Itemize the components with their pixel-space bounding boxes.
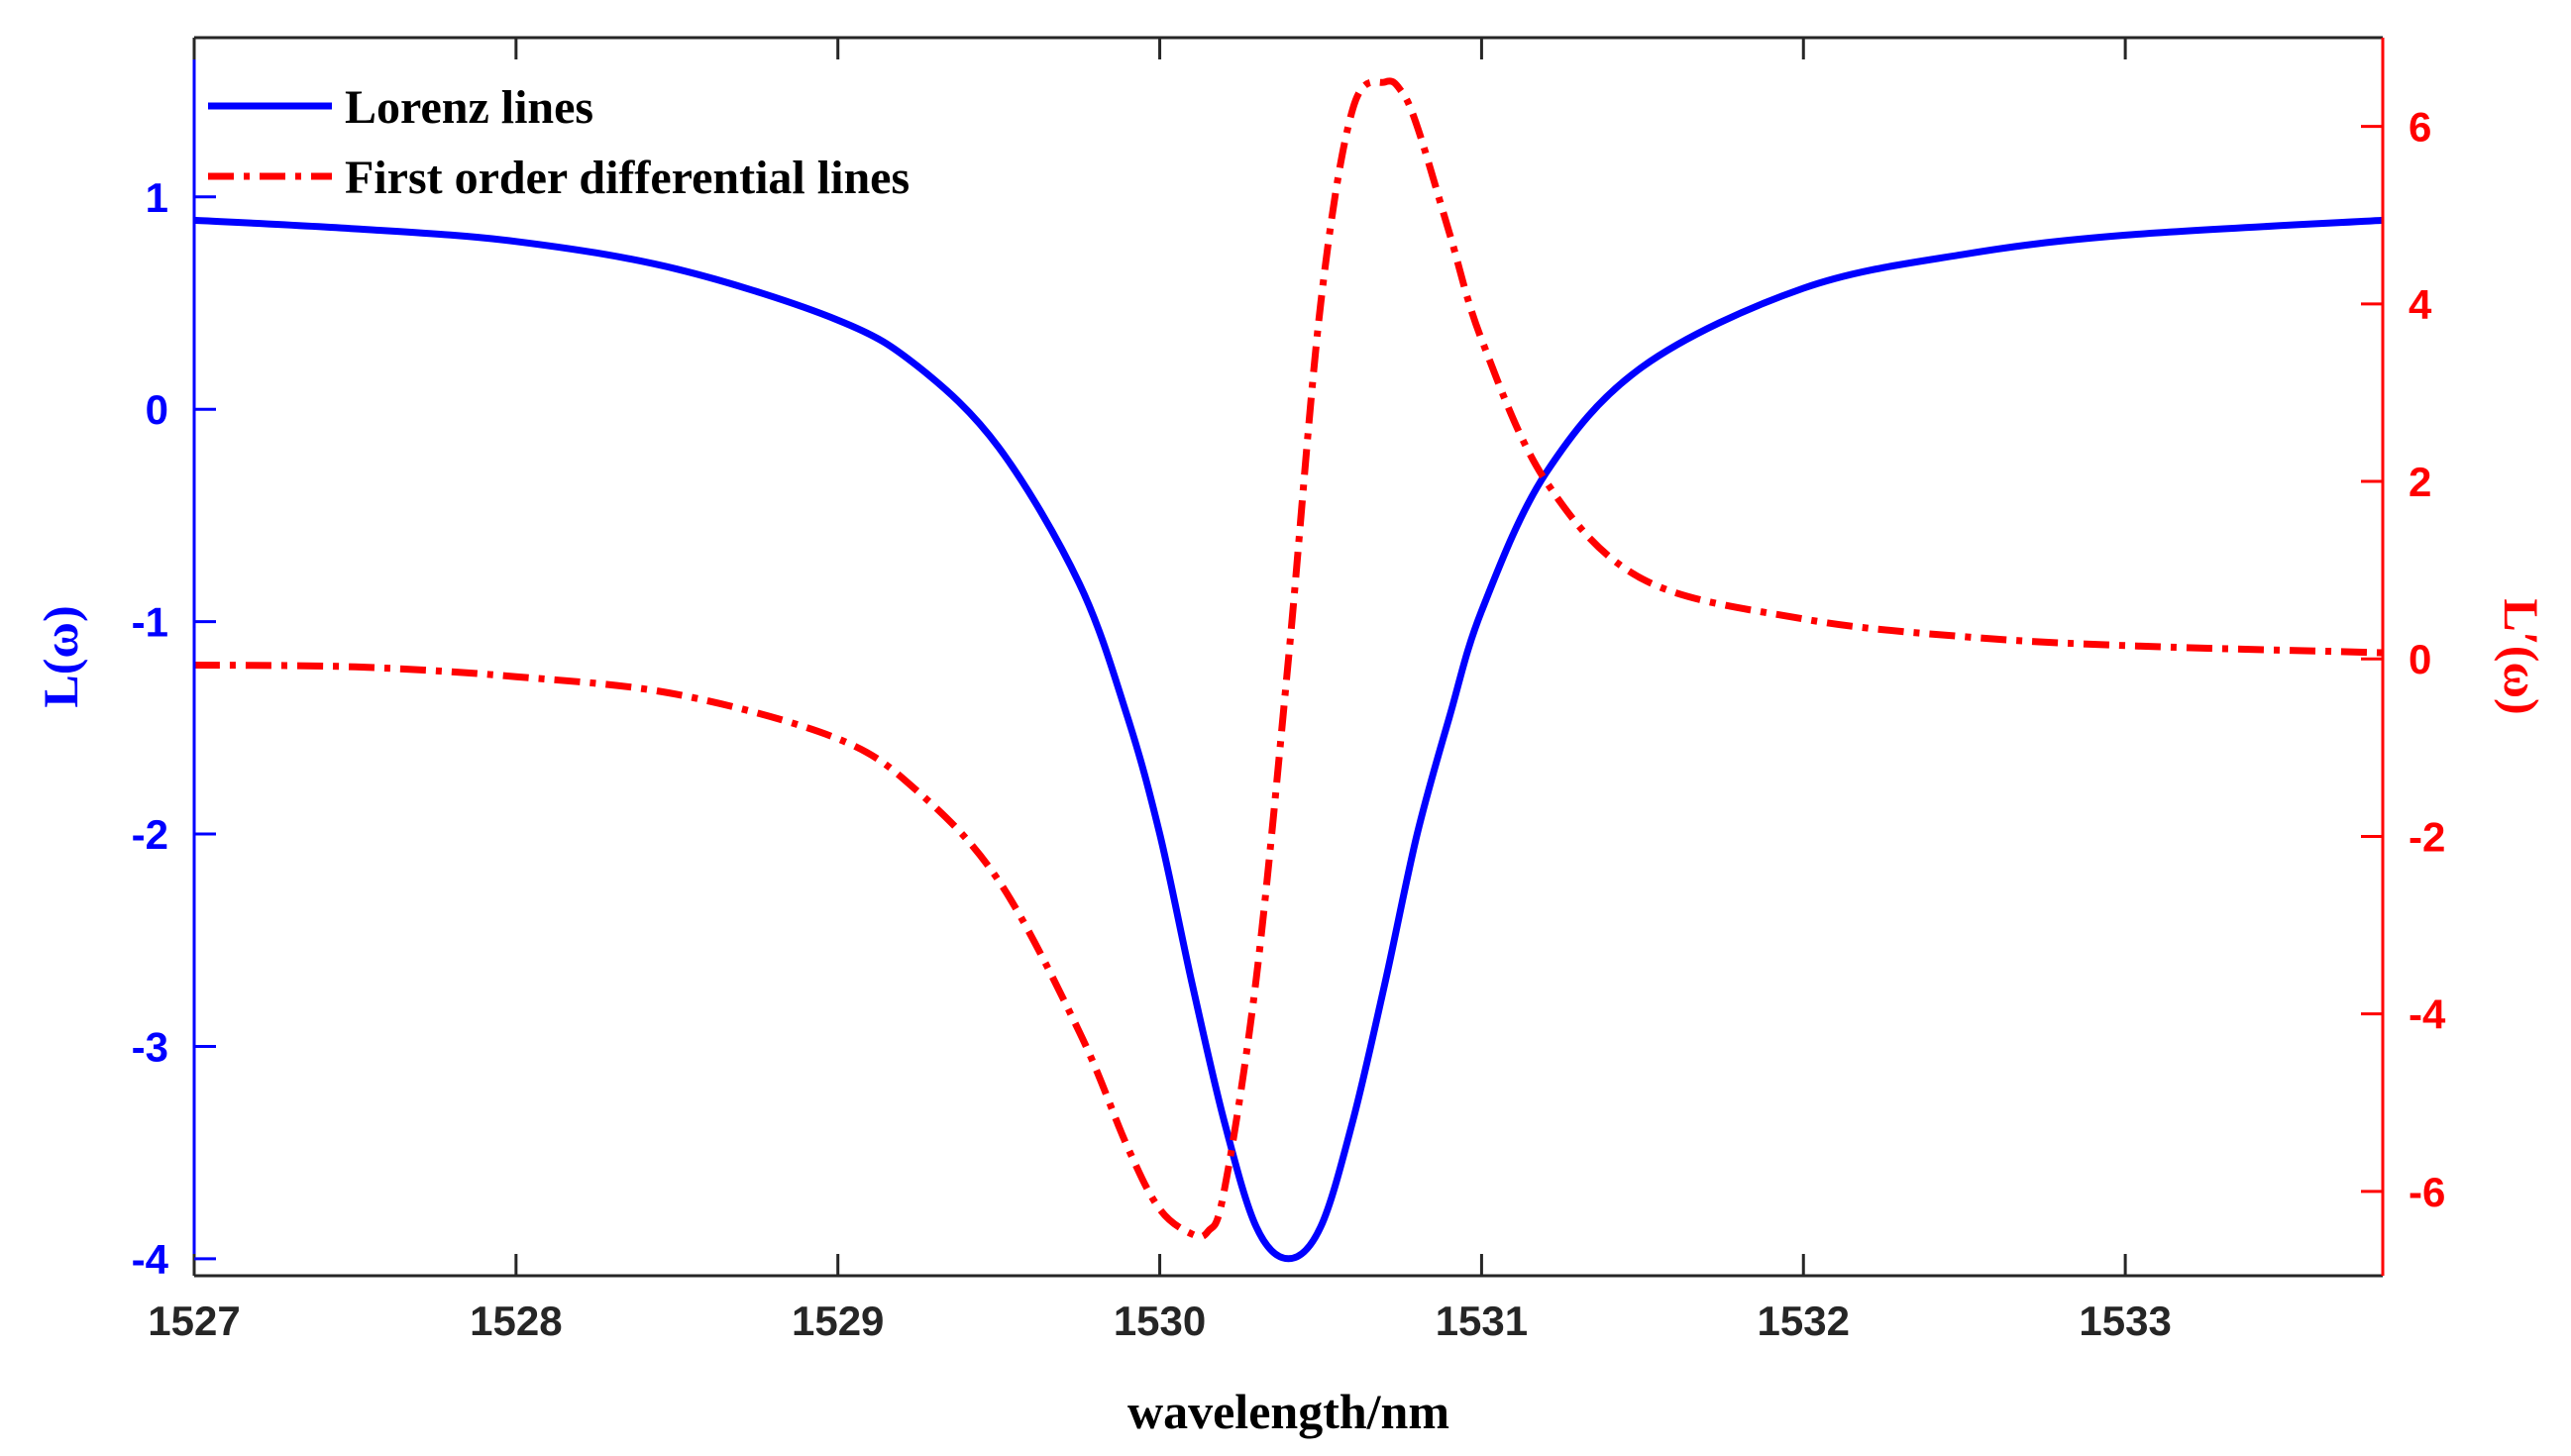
- y-right-tick-label: -4: [2409, 991, 2446, 1038]
- y-right-tick-label: 2: [2409, 459, 2431, 505]
- y-right-tick-label: -6: [2409, 1169, 2445, 1215]
- legend-label-derivative: First order differential lines: [345, 152, 910, 204]
- y-left-tick-label: -2: [132, 811, 168, 858]
- y-left-tick-label: -3: [132, 1023, 168, 1070]
- ticks-layer: 1527 1528 1529 1530 1531 1532 1533 -4 -3 -2 -1 0 1 -6…: [132, 38, 2446, 1344]
- x-tick-label: 1530: [1114, 1298, 1206, 1344]
- y-right-tick-label: 4: [2409, 281, 2432, 328]
- legend-label-lorenz: Lorenz lines: [345, 81, 593, 134]
- y-axis-left-title: L(ω): [33, 605, 88, 707]
- legend: Lorenz lines First order differential li…: [208, 81, 910, 204]
- x-tick-label: 1529: [792, 1298, 884, 1344]
- x-tick-label: 1533: [2079, 1298, 2171, 1344]
- y-right-tick-label: -2: [2409, 813, 2445, 860]
- x-axis-title: wavelength/nm: [1127, 1384, 1449, 1439]
- series-layer: [193, 77, 2384, 1263]
- y-left-tick-label: 1: [146, 174, 168, 221]
- axes-frame: [192, 36, 2385, 1278]
- y-right-tick-label: 6: [2409, 104, 2431, 151]
- x-tick-label: 1532: [1758, 1298, 1850, 1344]
- x-tick-label: 1528: [470, 1298, 562, 1344]
- y-right-tick-label: 0: [2409, 636, 2431, 682]
- y-left-tick-label: -1: [132, 599, 168, 646]
- y-left-tick-label: -4: [132, 1236, 169, 1283]
- y-left-tick-label: 0: [146, 386, 168, 433]
- series-line-lorenz: [193, 216, 2384, 1263]
- y-axis-right-title: L′(ω): [2494, 598, 2549, 714]
- x-tick-label: 1527: [148, 1298, 240, 1344]
- series-line-derivative: [193, 77, 2384, 1241]
- x-tick-label: 1531: [1436, 1298, 1528, 1344]
